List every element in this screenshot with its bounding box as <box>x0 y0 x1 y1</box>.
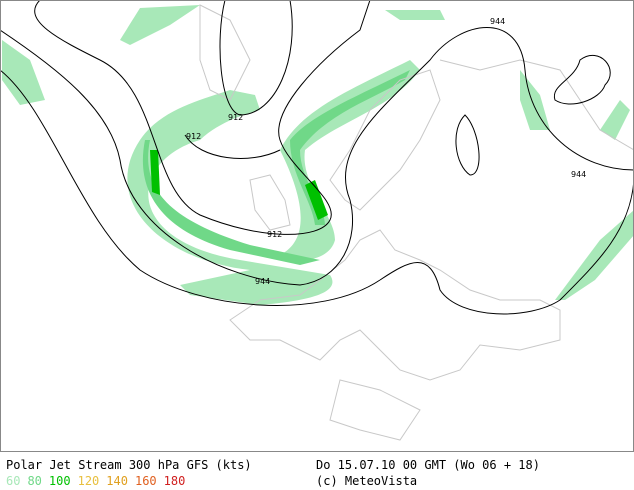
contour-label: 944 <box>255 277 270 286</box>
jet-band <box>305 180 328 220</box>
isoline <box>553 54 611 105</box>
jet-band <box>127 90 333 305</box>
legend-entry: 60 <box>6 474 20 488</box>
isoline <box>0 27 634 286</box>
coastline <box>329 379 421 441</box>
map: 944 912 912 912 944 944 <box>0 0 634 452</box>
contour-label: 912 <box>186 132 201 141</box>
contour-label: 944 <box>571 170 586 179</box>
isoline <box>379 179 634 315</box>
legend-entry: 140 <box>106 474 128 488</box>
jet-band <box>385 10 445 20</box>
coastline <box>199 4 251 101</box>
legend-entry: 100 <box>49 474 71 488</box>
legend-entry: 80 <box>27 474 41 488</box>
jet-band <box>2 40 45 105</box>
jet-band <box>120 5 200 45</box>
credit: (c) MeteoVista <box>316 474 417 488</box>
legend-entry: 180 <box>164 474 186 488</box>
isoline <box>455 114 480 176</box>
contour-label: 912 <box>267 230 282 239</box>
coastline <box>329 69 441 211</box>
jet-band <box>600 100 630 140</box>
coastline <box>249 174 291 231</box>
contour-label: 944 <box>490 17 505 26</box>
isoline <box>219 0 293 116</box>
jet-band <box>555 210 634 300</box>
isoline <box>184 134 281 159</box>
contour-label: 912 <box>228 113 243 122</box>
timestamp: Do 15.07.10 00 GMT (Wo 06 + 18) <box>316 458 540 472</box>
legend-entry: 160 <box>135 474 157 488</box>
footer: Polar Jet Stream 300 hPa GFS (kts) 60 80 1… <box>6 458 540 488</box>
legend-entry: 120 <box>78 474 100 488</box>
footer-title: Polar Jet Stream 300 hPa GFS (kts) <box>6 458 252 472</box>
jet-band <box>142 140 320 265</box>
isoline <box>0 69 381 306</box>
coastline <box>439 59 634 151</box>
jet-band <box>150 150 160 195</box>
jet-band <box>290 70 410 225</box>
coastline <box>229 229 561 381</box>
isoline <box>34 0 371 235</box>
legend: 60 80 100 120 140 160 180 <box>6 474 185 488</box>
